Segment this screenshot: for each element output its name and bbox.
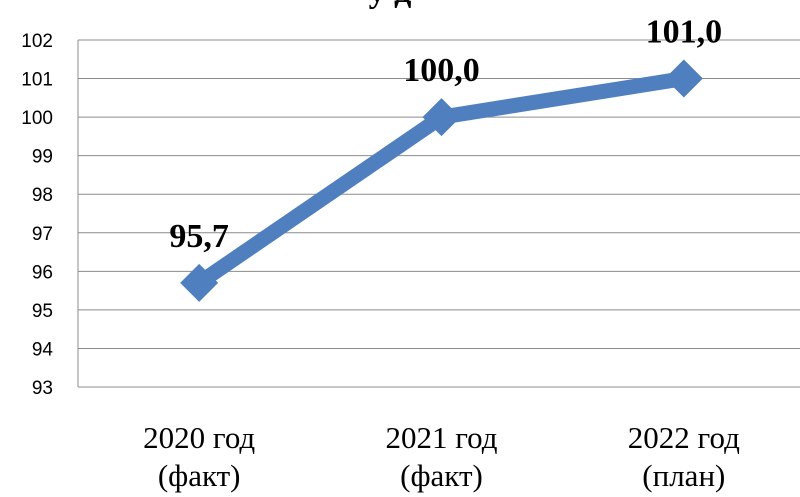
y-tick-label: 99: [32, 147, 53, 168]
y-tick-label: 101: [21, 70, 53, 91]
y-tick-label: 98: [32, 185, 53, 206]
chart-title-fragment: у д: [369, 0, 412, 10]
y-tick-label: 94: [32, 339, 54, 360]
x-tick-label: 2021 год: [385, 420, 497, 455]
data-point-marker: [180, 263, 219, 302]
y-tick-label: 100: [21, 108, 53, 129]
data-point-marker: [664, 59, 703, 98]
y-tick-label: 95: [32, 301, 53, 322]
y-tick-label: 96: [32, 262, 53, 283]
data-point-marker: [422, 98, 461, 137]
x-tick-label: (факт): [400, 458, 483, 493]
y-tick-label: 97: [32, 224, 53, 245]
y-tick-label: 93: [32, 378, 53, 399]
data-label: 101,0: [646, 14, 723, 51]
data-label: 100,0: [403, 52, 480, 89]
data-label: 95,7: [169, 218, 229, 255]
x-tick-label: 2020 год: [143, 420, 255, 455]
x-tick-label: 2022 год: [628, 420, 740, 455]
x-tick-label: (факт): [158, 458, 241, 493]
y-tick-label: 102: [21, 31, 53, 52]
x-tick-label: (план): [642, 458, 725, 493]
